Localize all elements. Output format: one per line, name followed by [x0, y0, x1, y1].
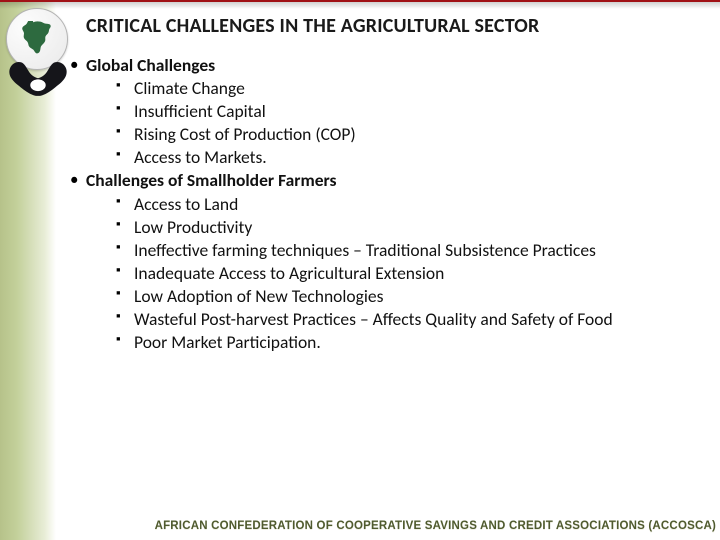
footer-org-name: AFRICAN CONFEDERATION OF COOPERATIVE SAV… — [120, 520, 716, 532]
section-heading: Global Challenges — [86, 54, 215, 76]
list-item: Rising Cost of Production (COP) — [116, 123, 702, 146]
list-item: Access to Land — [116, 193, 702, 216]
top-accent-line — [0, 0, 720, 2]
list-item: Insufficient Capital — [116, 100, 702, 123]
list-item: Poor Market Participation. — [116, 331, 702, 354]
list-item: Wasteful Post-harvest Practices – Affect… — [116, 308, 702, 331]
list-item: Low Productivity — [116, 216, 702, 239]
top-shadow — [0, 2, 720, 9]
africa-icon — [20, 21, 54, 57]
list-item: Low Adoption of New Technologies — [116, 285, 702, 308]
list-item: Inadequate Access to Agricultural Extens… — [116, 262, 702, 285]
section-smallholder: Challenges of Smallholder Farmers Access… — [70, 169, 702, 354]
list-item: Ineffective farming techniques – Traditi… — [116, 239, 702, 262]
section-heading: Challenges of Smallholder Farmers — [86, 169, 337, 191]
slide-body: Global Challenges Climate Change Insuffi… — [70, 54, 702, 354]
list-item: Access to Markets. — [116, 146, 702, 169]
list-item: Climate Change — [116, 77, 702, 100]
slide-title: CRITICAL CHALLENGES IN THE AGRICULTURAL … — [86, 14, 704, 38]
section-global: Global Challenges Climate Change Insuffi… — [70, 54, 702, 169]
cupped-hands-icon — [6, 58, 70, 110]
